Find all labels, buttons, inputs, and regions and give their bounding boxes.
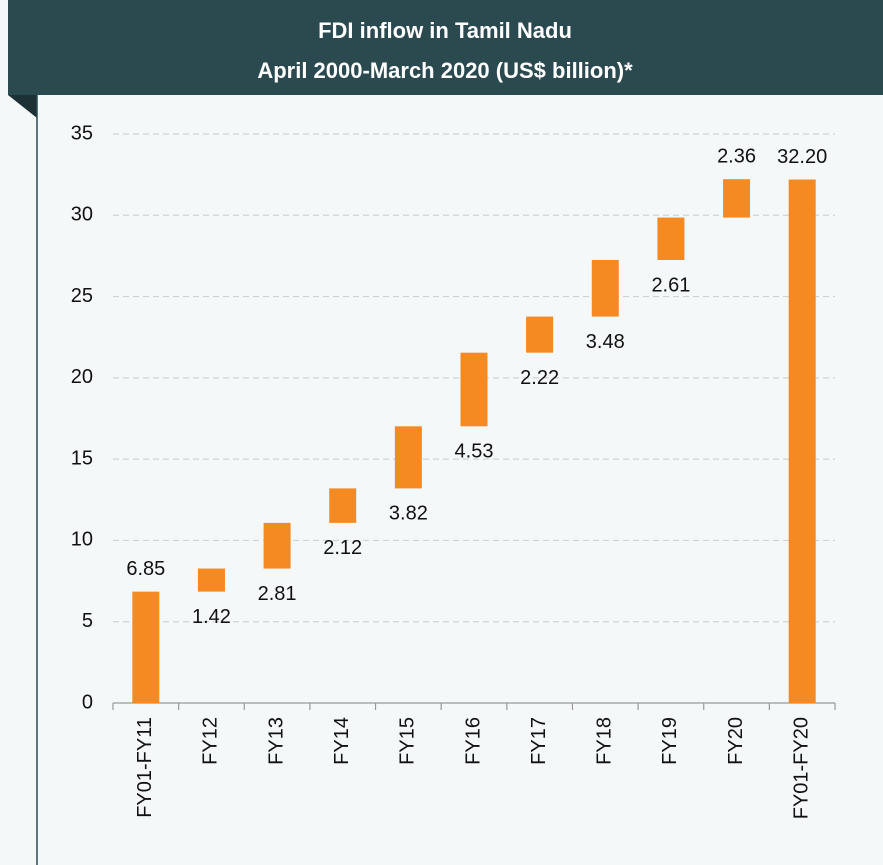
y-tick-label: 15 — [71, 447, 93, 469]
data-label: 1.42 — [192, 606, 231, 628]
bar — [132, 591, 160, 703]
header-fold — [8, 95, 37, 118]
data-label: 2.36 — [717, 145, 756, 167]
bar — [526, 316, 554, 353]
x-tick-label: FY17 — [528, 717, 550, 765]
x-tick-label: FY16 — [462, 717, 484, 765]
x-tick-label: FY15 — [397, 717, 419, 765]
data-label: 2.61 — [651, 274, 690, 296]
data-label: 2.81 — [258, 583, 297, 605]
bar — [394, 426, 422, 489]
bar — [263, 522, 291, 569]
y-tick-label: 5 — [82, 610, 93, 632]
y-tick-label: 30 — [71, 204, 93, 226]
header — [8, 0, 883, 95]
data-label: 6.85 — [126, 558, 165, 580]
bar — [197, 568, 225, 592]
y-tick-label: 10 — [71, 529, 93, 551]
x-tick-label: FY12 — [200, 717, 222, 765]
bar — [329, 488, 357, 523]
y-tick-label: 20 — [71, 366, 93, 388]
data-label: 3.82 — [389, 503, 428, 525]
y-tick-label: 0 — [82, 691, 93, 713]
x-tick-label: FY13 — [265, 717, 287, 765]
data-label: 4.53 — [455, 441, 494, 463]
chart-subtitle: April 2000-March 2020 (US$ billion)* — [257, 58, 633, 83]
data-label: 32.20 — [777, 146, 827, 168]
data-label: 2.12 — [323, 537, 362, 559]
data-label: 2.22 — [520, 367, 559, 389]
bar — [788, 179, 816, 703]
bar — [591, 259, 619, 317]
x-tick-label: FY01-FY20 — [790, 717, 812, 819]
x-tick-label: FY14 — [331, 717, 353, 765]
x-tick-label: FY18 — [594, 717, 616, 765]
y-tick-label: 35 — [71, 122, 93, 144]
x-tick-label: FY20 — [725, 717, 747, 765]
x-tick-label: FY01-FY11 — [134, 717, 156, 818]
bar — [723, 179, 751, 218]
bar — [460, 352, 488, 427]
y-tick-label: 25 — [71, 285, 93, 307]
data-label: 3.48 — [586, 331, 625, 353]
x-tick-label: FY19 — [659, 717, 681, 765]
bar — [657, 217, 685, 260]
chart-title: FDI inflow in Tamil Nadu — [318, 18, 572, 43]
